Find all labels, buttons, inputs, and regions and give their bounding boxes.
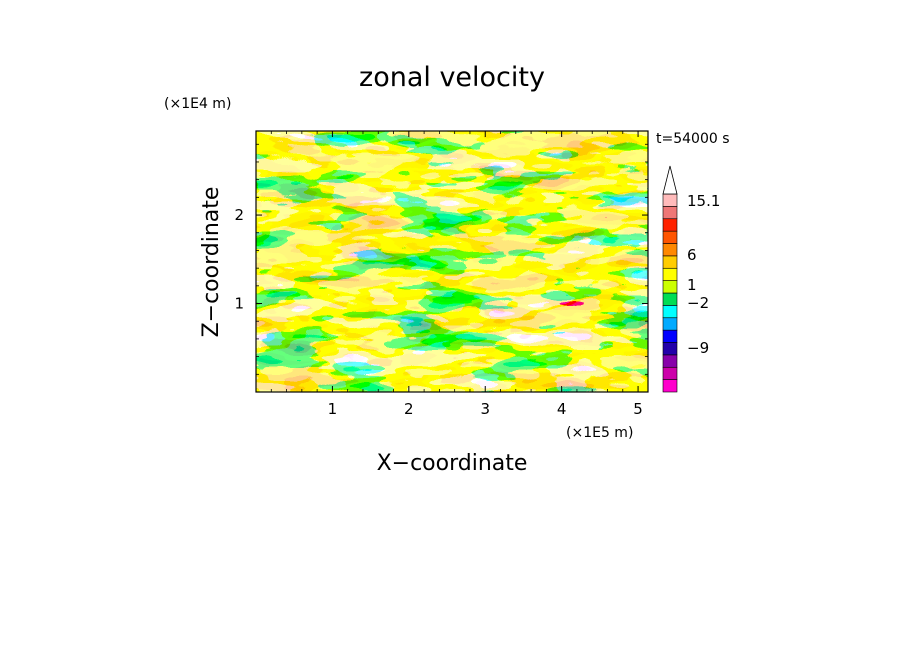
colorbar-label: −9 bbox=[687, 339, 709, 357]
field-noise bbox=[256, 131, 648, 392]
colorbar-swatch bbox=[662, 206, 678, 220]
colorbar-label: 1 bbox=[687, 276, 697, 294]
y-scale-label: (×1E4 m) bbox=[164, 96, 231, 112]
x-scale-label: (×1E5 m) bbox=[566, 425, 633, 441]
colorbar-label: 6 bbox=[687, 246, 697, 264]
colorbar-swatch bbox=[662, 193, 678, 207]
colorbar-swatch bbox=[662, 354, 678, 368]
colorbar-swatch bbox=[662, 292, 678, 306]
colorbar-swatch bbox=[662, 342, 678, 356]
plot-frame bbox=[255, 130, 649, 393]
colorbar-swatch bbox=[662, 243, 678, 257]
colorbar-swatch bbox=[662, 329, 678, 343]
x-tick-label: 4 bbox=[557, 400, 567, 418]
chart-title: zonal velocity bbox=[359, 62, 545, 93]
plot-area bbox=[256, 131, 648, 392]
colorbar-extend-arrow bbox=[662, 165, 678, 195]
colorbar-label: 15.1 bbox=[687, 192, 720, 210]
colorbar-labels: 15.1 6 1−2 −9 bbox=[687, 192, 720, 357]
contour-field bbox=[256, 131, 648, 392]
colorbar-swatch bbox=[662, 366, 678, 380]
colorbar-swatch bbox=[662, 305, 678, 319]
y-axis-label: Z−coordinate bbox=[199, 187, 224, 338]
colorbar-swatch bbox=[662, 379, 678, 393]
colorbar-swatch bbox=[662, 230, 678, 244]
x-tick-label: 5 bbox=[633, 400, 643, 418]
colorbar-swatch bbox=[662, 218, 678, 232]
y-tick-label: 2 bbox=[234, 206, 244, 224]
x-tick-label: 3 bbox=[480, 400, 490, 418]
y-axis: 12 bbox=[234, 143, 648, 375]
x-tick-label: 2 bbox=[404, 400, 414, 418]
time-label: t=54000 s bbox=[656, 131, 730, 147]
y-tick-label: 1 bbox=[234, 295, 244, 313]
x-axis-label: X−coordinate bbox=[377, 451, 528, 476]
x-axis: 1 2 3 4 5 bbox=[270, 131, 643, 418]
colorbar-swatch bbox=[662, 317, 678, 331]
colorbar-label: −2 bbox=[687, 294, 709, 312]
colorbar-swatch bbox=[662, 280, 678, 294]
colorbar-swatch bbox=[662, 255, 678, 269]
colorbar-swatch bbox=[662, 267, 678, 281]
x-tick-label: 1 bbox=[328, 400, 338, 418]
colorbar bbox=[662, 165, 678, 393]
